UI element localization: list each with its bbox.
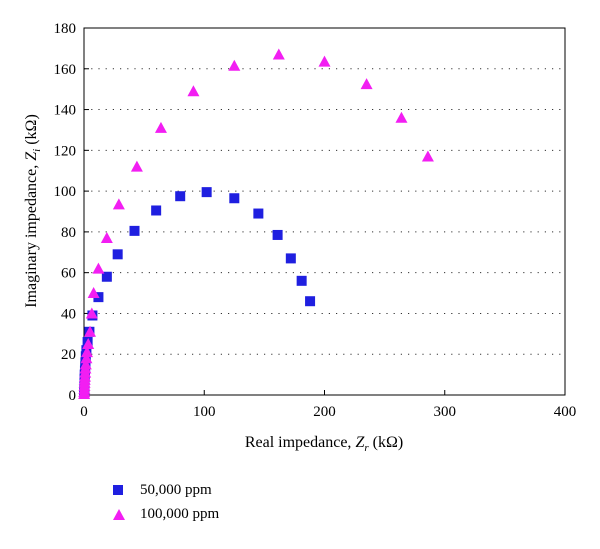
legend-label: 100,000 ppm bbox=[140, 505, 220, 522]
y-tick-label: 60 bbox=[61, 266, 76, 282]
data-point-100000-ppm bbox=[187, 85, 200, 97]
x-tick-label: 400 bbox=[554, 404, 577, 420]
y-tick-label: 140 bbox=[54, 103, 77, 119]
data-point-50000-ppm bbox=[229, 193, 240, 204]
y-tick-label: 20 bbox=[61, 347, 76, 363]
data-point-50000-ppm bbox=[151, 205, 162, 216]
y-tick-label: 180 bbox=[54, 21, 77, 37]
grid-lines bbox=[84, 68, 565, 355]
data-point-100000-ppm bbox=[360, 78, 373, 90]
data-point-50000-ppm bbox=[296, 275, 307, 286]
data-point-100000-ppm bbox=[100, 232, 113, 244]
legend-label: 50,000 ppm bbox=[140, 481, 212, 498]
data-point-100000-ppm bbox=[79, 358, 92, 370]
data-point-50000-ppm bbox=[285, 253, 296, 264]
data-point-100000-ppm bbox=[87, 287, 100, 299]
y-tick-label: 100 bbox=[54, 184, 77, 200]
data-point-50000-ppm bbox=[112, 249, 123, 260]
data-point-100000-ppm bbox=[112, 198, 125, 210]
triangle-marker-icon bbox=[113, 508, 125, 520]
data-point-100000-ppm bbox=[272, 48, 285, 60]
data-point-100000-ppm bbox=[81, 346, 94, 358]
legend-item-100000-ppm: 100,000 ppm bbox=[112, 502, 219, 526]
x-axis-ticks: 0 100 200 300 400 bbox=[80, 390, 576, 420]
x-tick-label: 0 bbox=[80, 404, 88, 420]
data-point-100000-ppm bbox=[395, 111, 408, 123]
legend-item-50000-ppm: 50,000 ppm bbox=[112, 478, 219, 502]
y-axis-title: Imaginary impedance, Zi (kΩ) bbox=[23, 114, 43, 308]
series-100000-ppm bbox=[78, 48, 434, 399]
data-point-50000-ppm bbox=[253, 208, 264, 219]
y-tick-label: 160 bbox=[54, 62, 77, 78]
x-axis-title: Real impedance, Zr (kΩ) bbox=[245, 434, 403, 454]
data-point-100000-ppm bbox=[318, 55, 331, 67]
data-point-100000-ppm bbox=[154, 121, 167, 133]
data-point-100000-ppm bbox=[130, 160, 143, 172]
data-point-50000-ppm bbox=[129, 225, 140, 236]
data-point-100000-ppm bbox=[82, 338, 95, 350]
legend: 50,000 ppm 100,000 ppm bbox=[112, 478, 219, 526]
data-point-100000-ppm bbox=[85, 307, 98, 319]
data-point-50000-ppm bbox=[101, 271, 112, 282]
x-tick-label: 100 bbox=[193, 404, 216, 420]
x-tick-label: 300 bbox=[434, 404, 457, 420]
y-tick-label: 80 bbox=[61, 225, 76, 241]
data-point-100000-ppm bbox=[228, 59, 241, 71]
data-point-50000-ppm bbox=[272, 229, 283, 240]
y-tick-label: 0 bbox=[69, 388, 77, 404]
y-tick-label: 120 bbox=[54, 143, 77, 159]
data-point-50000-ppm bbox=[201, 187, 212, 198]
data-point-100000-ppm bbox=[92, 262, 105, 274]
y-tick-label: 40 bbox=[61, 306, 76, 322]
data-point-50000-ppm bbox=[305, 296, 316, 307]
data-point-50000-ppm bbox=[175, 191, 186, 202]
square-marker-icon bbox=[113, 485, 123, 495]
y-axis-ticks: 0 20 40 60 80 100 120 140 160 180 bbox=[54, 21, 89, 404]
data-point-100000-ppm bbox=[80, 352, 93, 364]
x-tick-label: 200 bbox=[313, 404, 336, 420]
data-point-100000-ppm bbox=[84, 325, 97, 337]
series-50000-ppm bbox=[79, 187, 316, 399]
data-point-100000-ppm bbox=[421, 150, 434, 162]
